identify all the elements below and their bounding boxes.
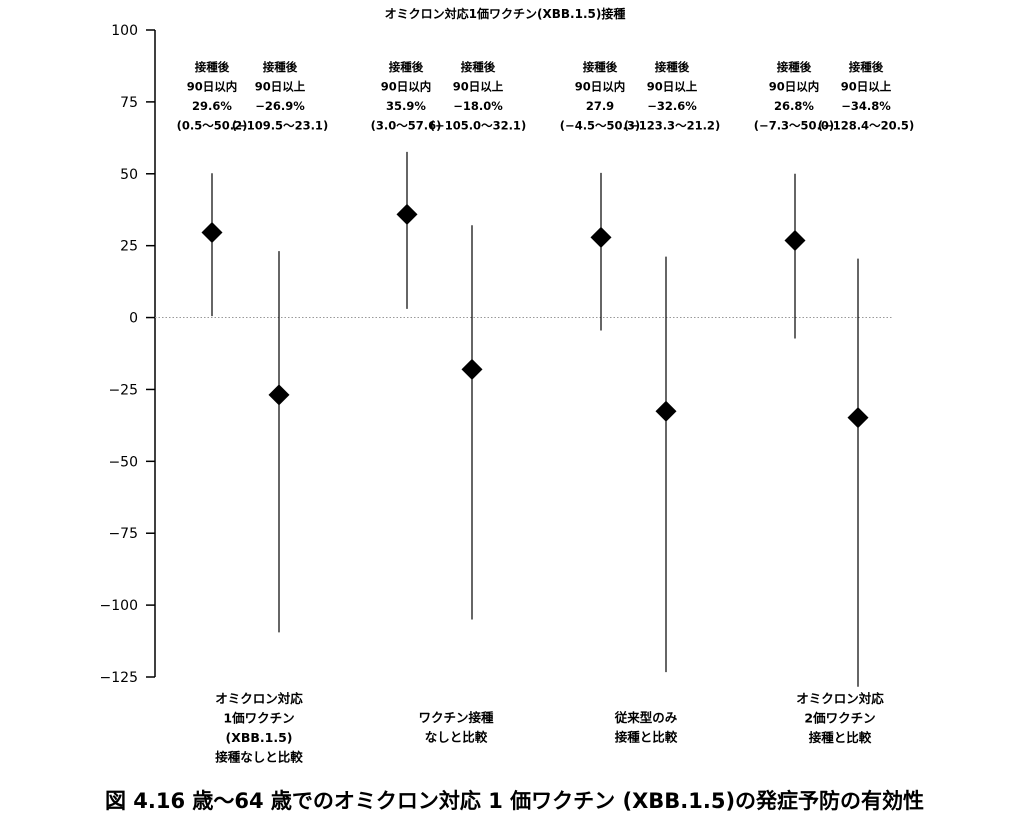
chart-title: オミクロン対応1価ワクチン(XBB.1.5)接種 (385, 6, 626, 21)
point-annotation-line: 90日以上 (255, 80, 306, 94)
point-annotation-line: 26.8% (774, 99, 814, 113)
group-label-line: オミクロン対応 (215, 691, 303, 706)
y-tick-label: 100 (111, 23, 138, 39)
estimate-diamond (590, 226, 612, 248)
point-annotation-line: (0.5～50.2) (177, 119, 248, 133)
point-annotation-line: 29.6% (192, 99, 232, 113)
point-annotation-line: −26.9% (255, 99, 305, 113)
point-annotation-line: 90日以内 (187, 80, 238, 94)
group-labels: オミクロン対応 1価ワクチン (XBB.1.5) 接種なしと比較 ワクチン接種なしと比較… (215, 691, 884, 765)
point-annotation-line: (3.0～57.6) (371, 119, 442, 133)
y-tick-label: −100 (100, 598, 138, 614)
y-tick-label: 0 (129, 311, 138, 327)
group-label-line: ワクチン接種 (418, 710, 494, 725)
point-annotation-line: 接種後 (263, 60, 298, 74)
estimate-diamond (268, 384, 290, 406)
point-annotations: 接種後 90日以内 29.6% (0.5～50.2) 接種後 90日以上 −26.9% (−1… (177, 60, 915, 133)
point-annotation-line: (−4.5～50.3) (560, 119, 640, 133)
point-annotation-line: −18.0% (453, 99, 503, 113)
group-label-line: 従来型のみ (614, 710, 678, 725)
y-tick-label: 25 (120, 239, 138, 255)
point-annotation-line: −34.8% (841, 99, 891, 113)
group-label-line: 接種と比較 (809, 730, 872, 745)
point-annotation-line: 接種後 (583, 60, 618, 74)
point-annotation-line: 接種後 (195, 60, 230, 74)
estimate-diamond (201, 221, 223, 243)
point-annotation-line: 90日以内 (575, 80, 626, 94)
effectiveness-chart: オミクロン対応1価ワクチン(XBB.1.5)接種 100 75 50 25 0 −25 −5… (100, 6, 915, 765)
point-annotation-line: (−128.4～20.5) (818, 119, 914, 133)
estimate-diamond (655, 400, 677, 422)
point-annotation-line: 35.9% (386, 99, 426, 113)
point-annotation-line: (−109.5～23.1) (232, 119, 328, 133)
group-label-line: (XBB.1.5) (225, 730, 292, 745)
point-annotation-line: (−7.3～50.0) (754, 119, 834, 133)
estimate-diamond (461, 358, 483, 380)
group-label-line: 接種と比較 (615, 730, 678, 745)
estimate-diamond (784, 229, 806, 251)
point-annotation-line: 接種後 (777, 60, 812, 74)
group-label-line: なしと比較 (425, 730, 488, 745)
point-annotation-line: 90日以上 (453, 80, 504, 94)
estimate-diamond (847, 407, 869, 429)
estimate-diamond (396, 203, 418, 225)
point-annotation-line: 接種後 (461, 60, 496, 74)
group-label-line: 2価ワクチン (804, 711, 875, 726)
group-label-line: オミクロン対応 (796, 691, 884, 706)
point-annotation-line: 接種後 (849, 60, 884, 74)
point-annotation-line: −32.6% (647, 99, 697, 113)
point-annotation-line: 27.9 (586, 99, 614, 113)
point-annotation-line: 接種後 (655, 60, 690, 74)
y-axis-ticks: 100 75 50 25 0 −25 −50 −75 −100 −125 (100, 23, 155, 686)
group-label-line: 接種なしと比較 (215, 750, 303, 765)
group-label-line: 1価ワクチン (223, 711, 294, 726)
point-annotation-line: 90日以内 (769, 80, 820, 94)
y-tick-label: −50 (108, 454, 138, 470)
y-tick-label: −125 (100, 670, 138, 686)
point-annotation-line: 90日以上 (647, 80, 698, 94)
point-annotation-line: (−123.3～21.2) (624, 119, 720, 133)
y-tick-label: 75 (120, 95, 138, 111)
point-annotation-line: (−105.0～32.1) (430, 119, 526, 133)
y-tick-label: −75 (108, 526, 138, 542)
y-tick-label: −25 (108, 382, 138, 398)
point-annotation-line: 90日以内 (381, 80, 432, 94)
figure-caption: 図 4.16 歳～64 歳でのオミクロン対応 1 価ワクチン (XBB.1.5)… (104, 789, 925, 813)
y-tick-label: 50 (120, 167, 138, 183)
point-annotation-line: 接種後 (389, 60, 424, 74)
point-annotation-line: 90日以上 (841, 80, 892, 94)
estimate-marks (201, 151, 869, 687)
